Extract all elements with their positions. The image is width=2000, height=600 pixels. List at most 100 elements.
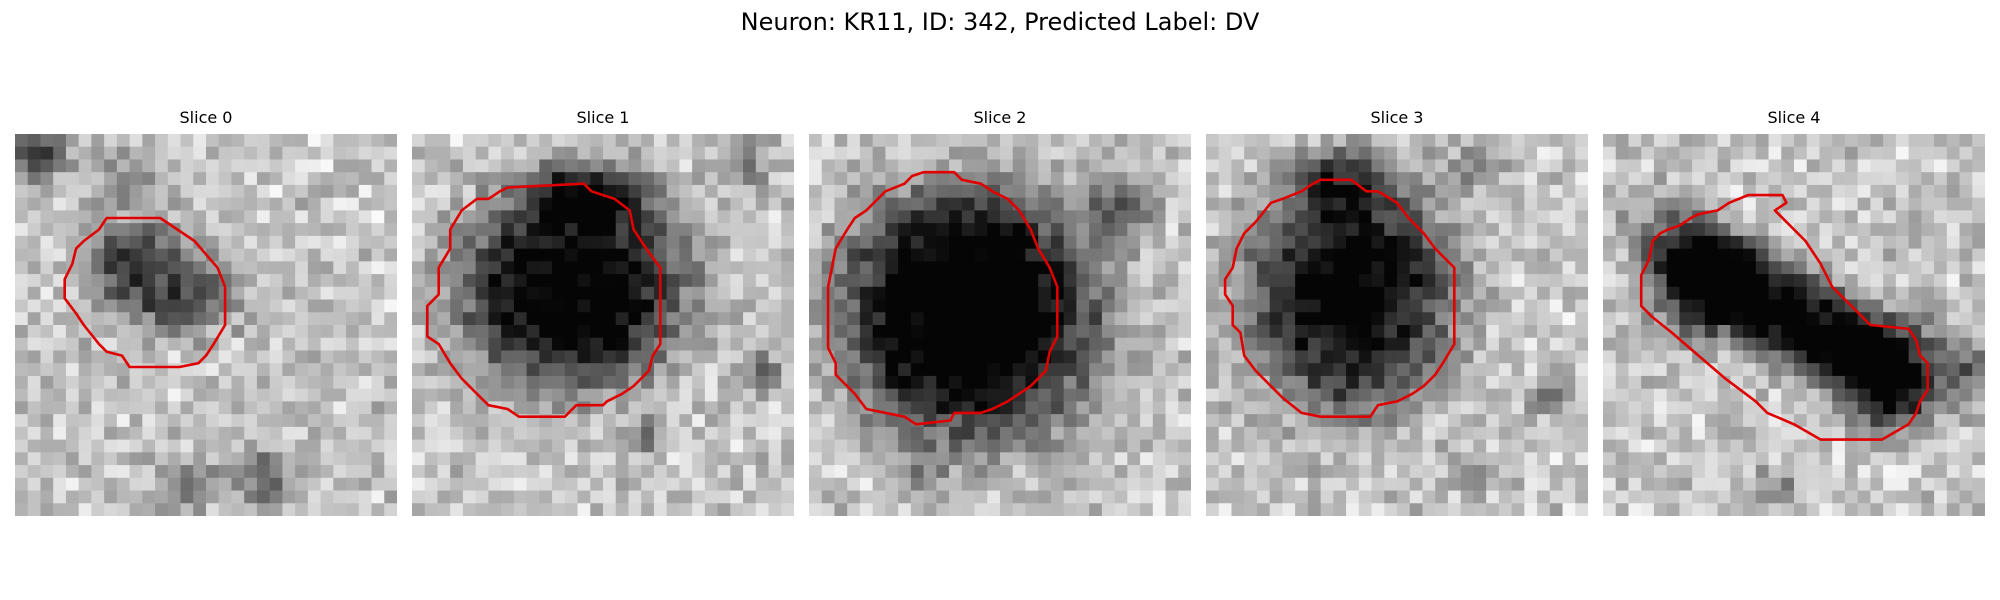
image-pixel bbox=[15, 414, 29, 428]
image-pixel bbox=[974, 465, 988, 479]
image-pixel bbox=[552, 223, 566, 237]
image-pixel bbox=[320, 325, 334, 339]
image-pixel bbox=[1320, 375, 1334, 390]
image-pixel bbox=[1603, 159, 1617, 173]
image-pixel bbox=[1140, 363, 1154, 377]
image-pixel bbox=[462, 388, 477, 402]
image-pixel bbox=[898, 299, 912, 313]
image-pixel bbox=[1717, 414, 1731, 428]
image-pixel bbox=[768, 210, 782, 224]
image-pixel bbox=[949, 337, 963, 352]
image-pixel bbox=[501, 312, 515, 326]
image-pixel bbox=[1409, 261, 1424, 275]
image-pixel bbox=[1946, 337, 1961, 352]
image-pixel bbox=[1244, 325, 1258, 339]
image-pixel bbox=[653, 414, 668, 428]
image-pixel bbox=[885, 439, 899, 453]
image-pixel bbox=[1101, 388, 1116, 402]
image-pixel bbox=[282, 286, 296, 301]
image-pixel bbox=[282, 299, 296, 313]
image-pixel bbox=[1921, 261, 1935, 275]
image-pixel bbox=[704, 490, 719, 504]
image-pixel bbox=[936, 363, 950, 377]
image-pixel bbox=[755, 274, 770, 288]
image-pixel bbox=[1524, 312, 1538, 326]
image-pixel bbox=[1409, 134, 1424, 148]
image-pixel bbox=[358, 350, 373, 364]
image-pixel bbox=[193, 490, 207, 504]
image-pixel bbox=[872, 414, 886, 428]
image-pixel bbox=[1895, 159, 1910, 173]
image-pixel bbox=[78, 414, 92, 428]
image-pixel bbox=[320, 146, 334, 161]
image-pixel bbox=[666, 248, 680, 262]
image-pixel bbox=[1218, 172, 1233, 186]
image-pixel bbox=[834, 375, 848, 390]
image-pixel bbox=[1140, 235, 1154, 250]
image-pixel bbox=[1832, 299, 1846, 313]
image-pixel bbox=[834, 414, 848, 428]
image-pixel bbox=[666, 261, 680, 275]
image-pixel bbox=[1384, 286, 1398, 301]
image-pixel bbox=[1575, 159, 1588, 173]
image-pixel bbox=[488, 325, 502, 339]
image-pixel bbox=[1717, 312, 1731, 326]
image-pixel bbox=[307, 325, 322, 339]
image-pixel bbox=[1114, 490, 1128, 504]
image-pixel bbox=[437, 490, 451, 504]
image-pixel bbox=[450, 261, 464, 275]
image-pixel bbox=[1000, 503, 1014, 516]
image-pixel bbox=[1666, 274, 1680, 288]
image-pixel bbox=[1832, 184, 1846, 199]
image-pixel bbox=[1755, 337, 1770, 352]
image-pixel bbox=[847, 312, 861, 326]
image-pixel bbox=[282, 274, 296, 288]
image-pixel bbox=[1231, 159, 1245, 173]
image-pixel bbox=[1460, 503, 1474, 516]
image-pixel bbox=[488, 172, 502, 186]
image-pixel bbox=[488, 261, 502, 275]
image-pixel bbox=[1447, 477, 1462, 492]
image-pixel bbox=[1165, 401, 1179, 415]
image-pixel bbox=[142, 223, 156, 237]
image-pixel bbox=[590, 248, 604, 262]
image-pixel bbox=[91, 210, 105, 224]
image-pixel bbox=[450, 337, 464, 352]
image-pixel bbox=[1320, 350, 1334, 364]
image-pixel bbox=[1320, 401, 1334, 415]
image-pixel bbox=[1794, 286, 1808, 301]
image-pixel bbox=[450, 235, 464, 250]
image-pixel bbox=[475, 490, 489, 504]
image-pixel bbox=[704, 375, 719, 390]
image-pixel bbox=[1050, 197, 1065, 211]
image-pixel bbox=[1114, 363, 1128, 377]
image-pixel bbox=[116, 426, 131, 441]
image-pixel bbox=[590, 439, 604, 453]
image-pixel bbox=[142, 235, 156, 250]
image-pixel bbox=[1730, 350, 1744, 364]
image-pixel bbox=[1371, 134, 1385, 148]
image-pixel bbox=[1537, 452, 1551, 466]
image-pixel bbox=[501, 452, 515, 466]
image-pixel bbox=[256, 134, 271, 148]
image-pixel bbox=[564, 286, 579, 301]
image-pixel bbox=[15, 299, 29, 313]
image-pixel bbox=[834, 312, 848, 326]
image-pixel bbox=[1320, 388, 1334, 402]
image-pixel bbox=[910, 235, 925, 250]
image-pixel bbox=[936, 172, 950, 186]
image-pixel bbox=[910, 134, 925, 148]
image-pixel bbox=[1575, 337, 1588, 352]
image-pixel bbox=[577, 414, 591, 428]
image-pixel bbox=[1806, 414, 1821, 428]
image-pixel bbox=[1358, 197, 1373, 211]
image-pixel bbox=[104, 159, 118, 173]
image-pixel bbox=[475, 274, 489, 288]
image-pixel bbox=[15, 286, 29, 301]
image-pixel bbox=[1101, 452, 1116, 466]
image-pixel bbox=[1562, 159, 1576, 173]
image-pixel bbox=[1870, 325, 1884, 339]
image-pixel bbox=[1768, 401, 1782, 415]
image-pixel bbox=[936, 274, 950, 288]
image-pixel bbox=[717, 337, 731, 352]
